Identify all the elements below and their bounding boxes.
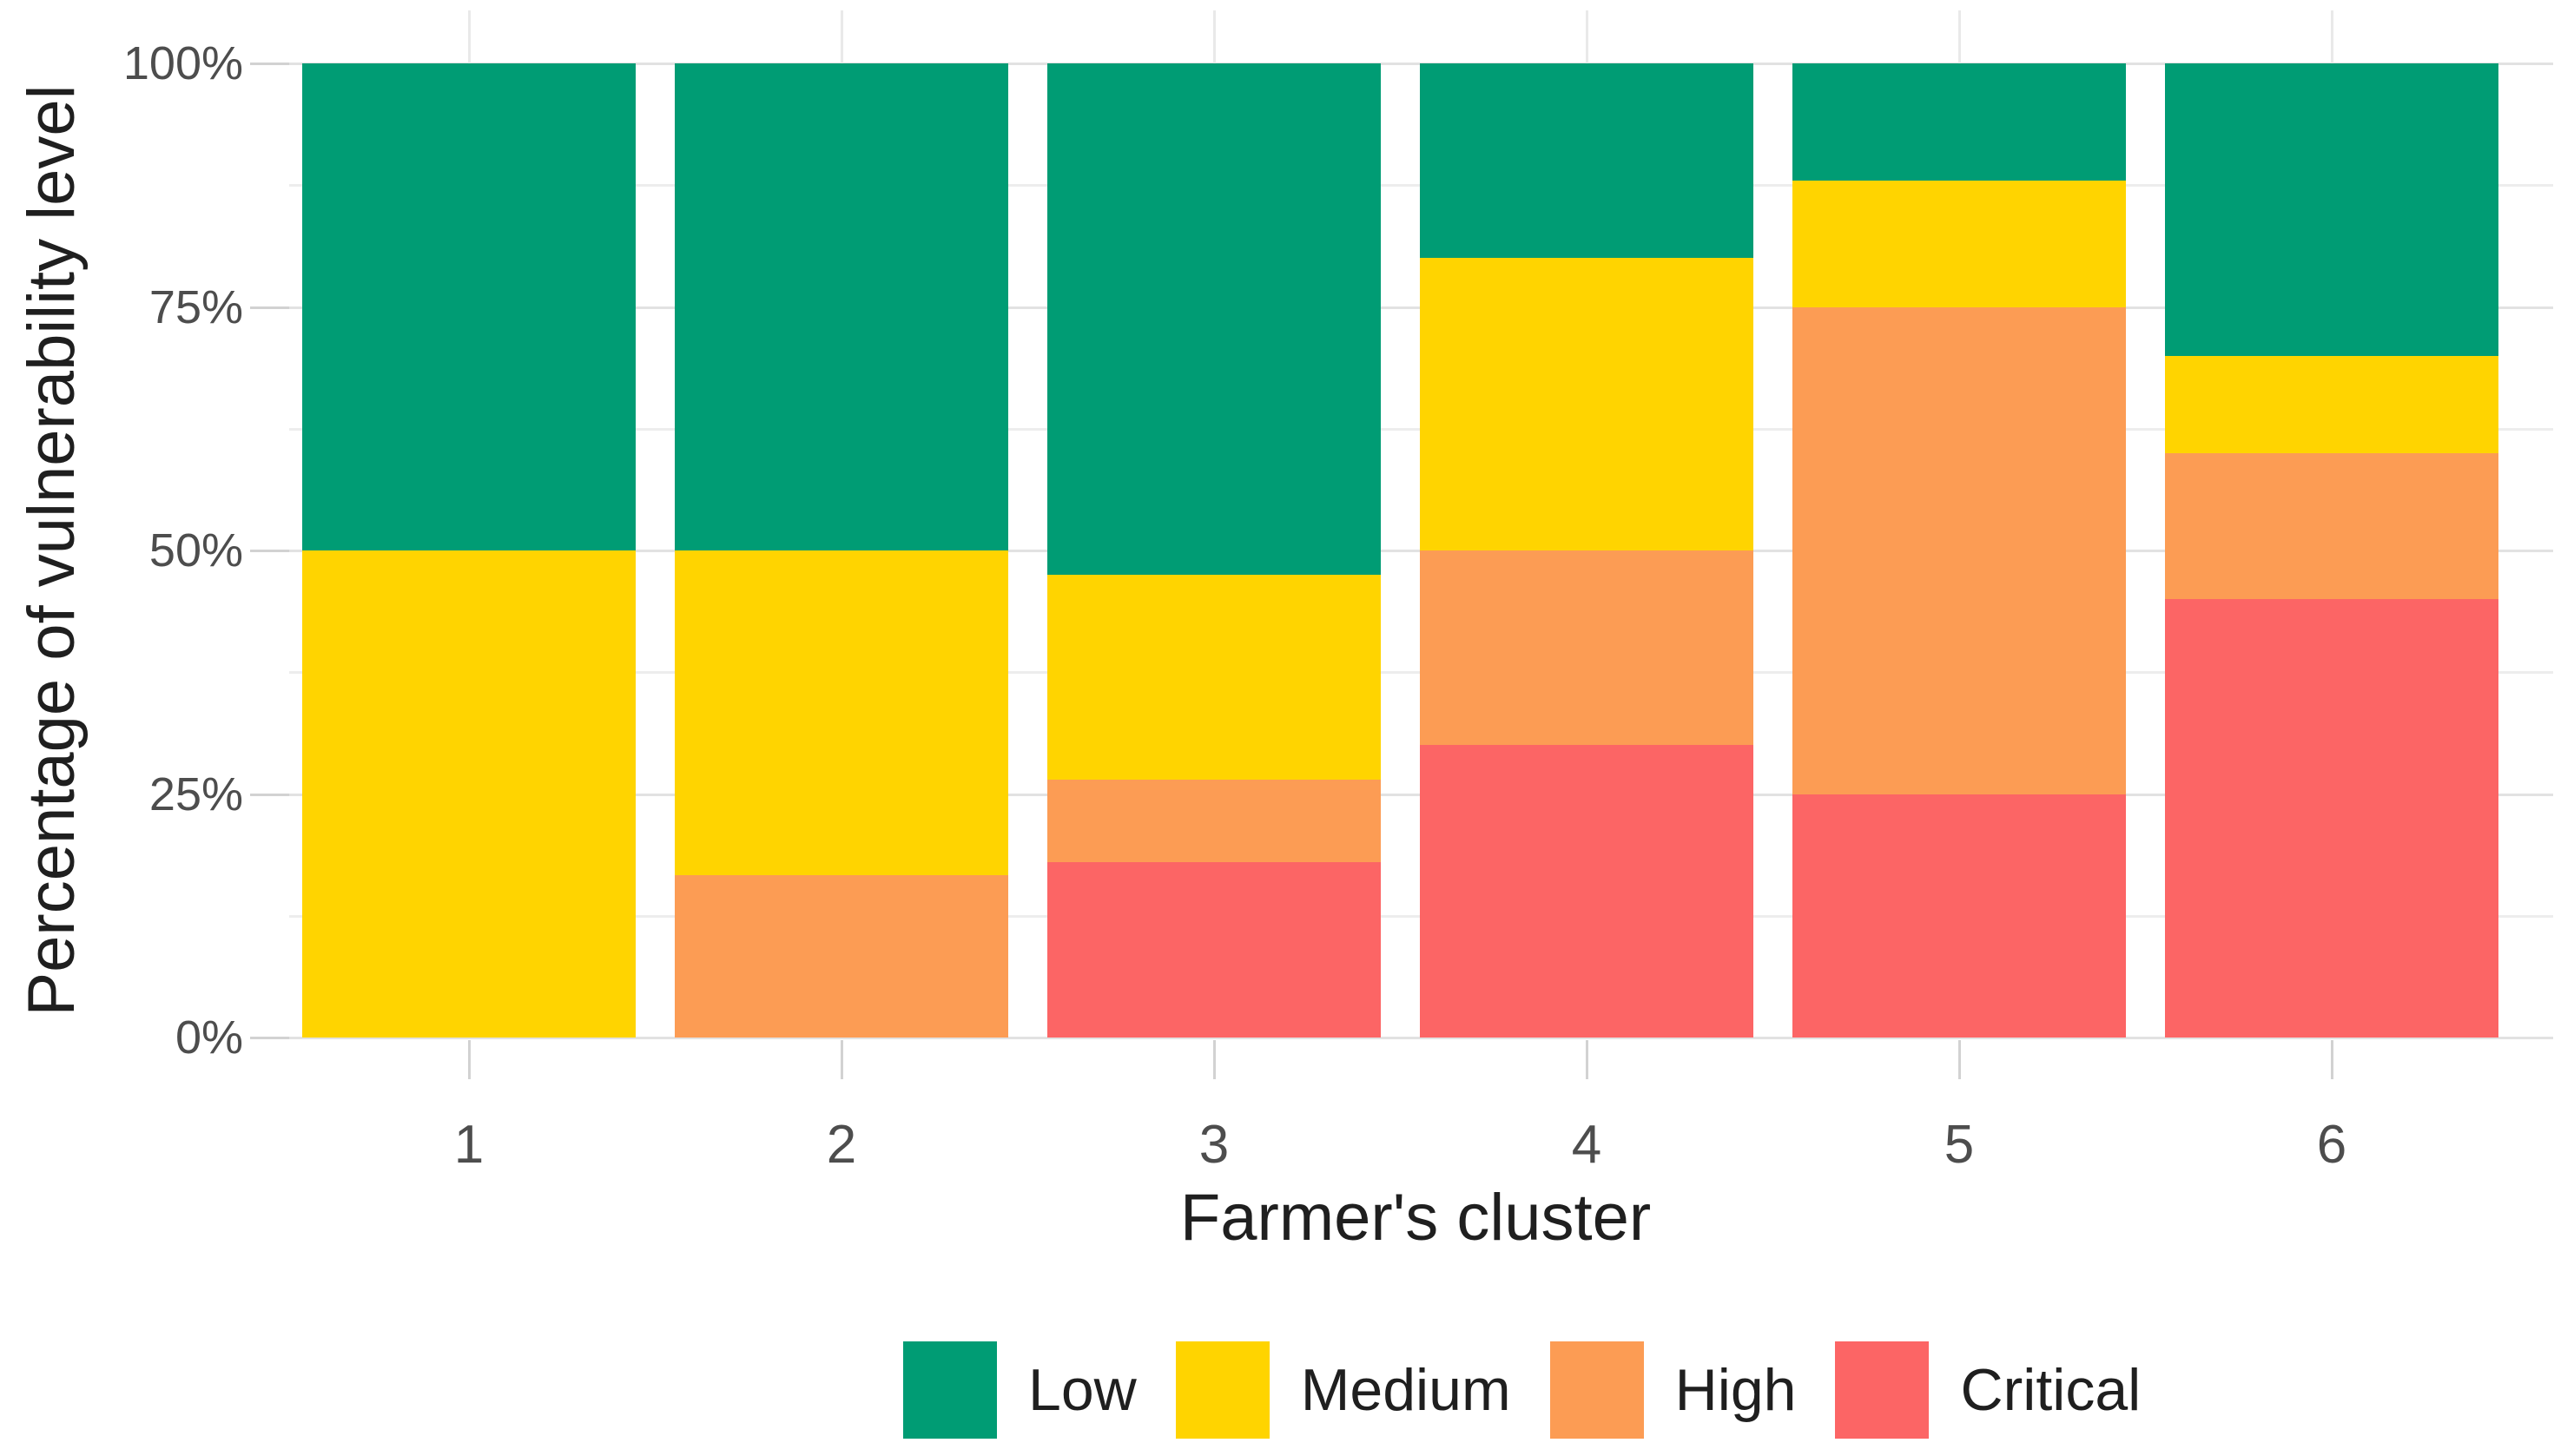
legend-entry-critical: Critical xyxy=(1835,1341,2141,1439)
bar-cluster-6 xyxy=(2165,63,2498,1038)
y-tick-label: 50% xyxy=(148,524,243,576)
x-tick-label: 2 xyxy=(826,1115,857,1175)
legend-swatch-high xyxy=(1549,1341,1644,1439)
y-tick-mark xyxy=(250,793,289,796)
legend-label: Low xyxy=(1028,1357,1137,1423)
bar-segment-medium xyxy=(1792,180,2126,307)
bar-segment-medium xyxy=(302,550,636,1038)
y-tick-label: 0% xyxy=(175,1011,243,1064)
bar-segment-critical xyxy=(1047,862,1381,1038)
y-tick-label: 100% xyxy=(122,37,243,89)
bar-segment-low xyxy=(675,63,1008,550)
bar-segment-high xyxy=(675,874,1008,1038)
y-axis-title: Percentage of vulnerability level xyxy=(15,84,89,1017)
x-tick-mark xyxy=(2331,1040,2333,1079)
legend-entry-low: Low xyxy=(903,1341,1137,1439)
x-tick-label: 4 xyxy=(1571,1115,1602,1175)
bar-segment-critical xyxy=(2165,599,2498,1038)
bar-segment-low xyxy=(2165,63,2498,356)
bar-cluster-1 xyxy=(302,63,636,1038)
y-major-gridline xyxy=(289,1037,2553,1039)
bar-segment-low xyxy=(302,63,636,550)
legend-label: Medium xyxy=(1300,1357,1511,1423)
bar-segment-low xyxy=(1047,63,1381,576)
x-tick-label: 6 xyxy=(2316,1115,2347,1175)
bar-segment-high xyxy=(1792,306,2126,794)
bar-segment-critical xyxy=(1792,794,2126,1038)
bar-segment-critical xyxy=(1420,745,1753,1038)
bar-cluster-4 xyxy=(1420,63,1753,1038)
x-tick-mark xyxy=(468,1040,471,1079)
bar-segment-medium xyxy=(675,550,1008,875)
bar-segment-low xyxy=(1420,63,1753,259)
y-tick-label: 75% xyxy=(148,280,243,333)
bar-cluster-5 xyxy=(1792,63,2126,1038)
legend-swatch-critical xyxy=(1835,1341,1930,1439)
x-tick-mark xyxy=(1586,1040,1588,1079)
y-tick-mark xyxy=(250,63,289,65)
bar-cluster-3 xyxy=(1047,63,1381,1038)
legend-swatch-low xyxy=(903,1341,997,1439)
legend-label: High xyxy=(1674,1357,1797,1423)
bar-segment-low xyxy=(1792,63,2126,181)
bar-segment-medium xyxy=(1047,575,1381,780)
bar-segment-high xyxy=(1047,779,1381,863)
x-tick-mark xyxy=(1958,1040,1961,1079)
y-tick-label: 25% xyxy=(148,768,243,820)
bar-segment-medium xyxy=(2165,355,2498,453)
legend-entry-high: High xyxy=(1549,1341,1797,1439)
x-axis-title: Farmer's cluster xyxy=(1179,1181,1652,1255)
y-tick-mark xyxy=(250,306,289,309)
legend: Low Medium High Critical xyxy=(903,1341,2141,1439)
x-tick-label: 5 xyxy=(1944,1115,1975,1175)
y-tick-mark xyxy=(250,1037,289,1039)
bar-segment-high xyxy=(1420,550,1753,746)
y-tick-mark xyxy=(250,550,289,552)
x-tick-mark xyxy=(841,1040,843,1079)
bar-segment-medium xyxy=(1420,258,1753,550)
legend-swatch-medium xyxy=(1175,1341,1270,1439)
x-tick-label: 3 xyxy=(1198,1115,1230,1175)
bar-cluster-2 xyxy=(675,63,1008,1038)
legend-entry-medium: Medium xyxy=(1175,1341,1511,1439)
legend-label: Critical xyxy=(1960,1357,2142,1423)
x-tick-label: 1 xyxy=(453,1115,485,1175)
x-tick-mark xyxy=(1213,1040,1216,1079)
bar-segment-high xyxy=(2165,452,2498,600)
